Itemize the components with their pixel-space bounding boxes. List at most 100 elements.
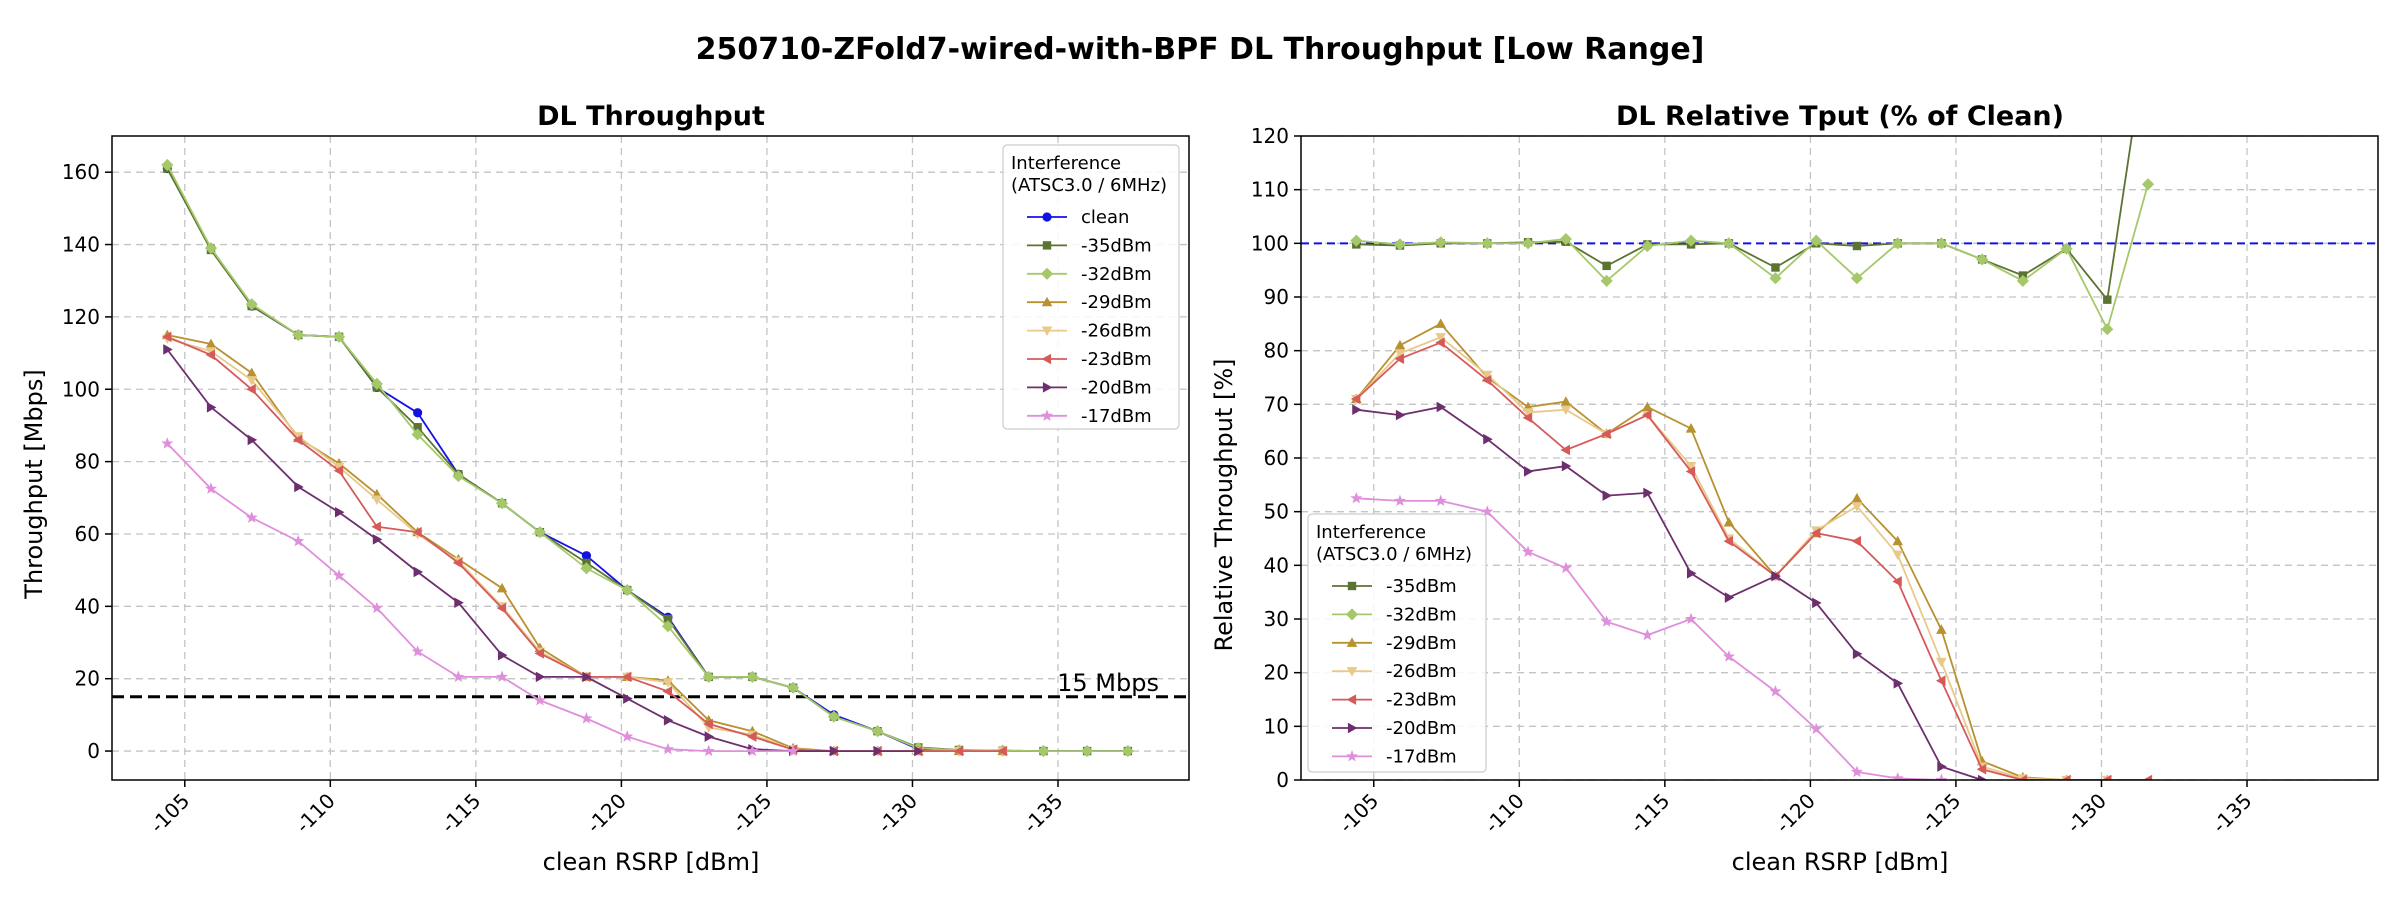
right-point-29dbm [1642,401,1653,412]
left-point-23dbm [412,526,422,538]
right-series-group [1350,136,2155,780]
right-point-23dbm [1350,393,1361,405]
right-legend-swatch-marker [1346,694,1357,705]
right-point-32dbm [1600,274,1613,287]
left-point-32dbm [533,526,546,539]
left-series-group [161,158,1134,758]
left-point-23dbm [953,745,964,757]
right-y-tick-label: 120 [1251,124,1289,148]
left-point-20dbm [454,597,464,608]
left-point-23dbm [246,383,256,395]
right-point-23dbm [1810,527,1821,539]
right-point-17dbm [1685,612,1698,625]
left-chart-title: DL Throughput [537,101,765,132]
left-point-32dbm [1037,744,1050,758]
right-point-32dbm [1559,232,1572,246]
left-y-tick-label: 60 [75,522,100,546]
left-point-20dbm [413,566,424,578]
right-legend-label: -20dBm [1386,718,1457,739]
right-point-32dbm [2141,178,2155,191]
right-point-26dbm [1851,502,1863,512]
right-point-17dbm [1641,628,1654,641]
right-point-17dbm [1850,765,1863,778]
right-point-26dbm [1560,405,1572,416]
right-point-32dbm [1976,253,1989,266]
right-point-20dbm [1852,648,1863,660]
right-chart-relative-tput: DL Relative Tput (% of Clean) clean RSRP… [1210,101,2379,876]
right-series-line-20dbm [1356,406,1983,780]
right-point-20dbm [1352,404,1362,415]
left-legend-swatch-marker [1040,409,1054,421]
left-point-20dbm [247,434,258,446]
right-point-35dbm [1852,241,1862,251]
right-y-tick-label: 110 [1251,178,1289,202]
right-point-29dbm [1723,516,1735,527]
right-y-tick-label: 80 [1264,339,1289,363]
right-point-23dbm [1394,353,1405,364]
right-point-20dbm [1602,490,1613,501]
right-point-32dbm [1641,239,1654,253]
right-legend-label: -32dBm [1386,604,1457,625]
left-point-32dbm [702,670,715,683]
left-threshold-label: 15 Mbps [1057,669,1159,697]
right-legend-swatch-marker [1346,637,1358,647]
right-legend-item-17dbm: -17dBm [1332,746,1457,767]
right-point-35dbm [1771,263,1780,272]
right-point-26dbm [1435,333,1446,343]
right-point-23dbm [1601,428,1611,440]
left-legend-item-35dbm: -35dBm [1027,235,1152,256]
right-point-26dbm [1936,657,1947,668]
left-point-32dbm [827,710,840,723]
left-point-17dbm [580,712,593,724]
right-point-20dbm [1523,466,1534,477]
left-point-20dbm [873,745,883,757]
right-point-20dbm [1483,433,1493,445]
right-point-20dbm [1436,401,1447,413]
right-point-17dbm [1769,685,1782,697]
right-y-axis-label: Relative Throughput [%] [1210,359,1238,652]
left-point-17dbm [787,744,800,757]
left-point-32dbm [871,725,884,738]
right-legend: Interference(ATSC3.0 / 6MHz) -35dBm -32dBm… [1307,513,1487,773]
left-point-32dbm [204,242,218,255]
right-point-35dbm [2103,295,2112,304]
left-point-20dbm [372,534,383,545]
right-series-line-32dbm [1356,184,2149,332]
right-point-23dbm [1435,337,1445,348]
right-point-32dbm [2101,323,2114,336]
right-point-32dbm [1521,237,1535,250]
left-point-17dbm [452,670,465,683]
right-y-tick-label: 90 [1264,285,1289,309]
right-y-tick-label: 0 [1276,768,1289,792]
left-legend-swatch-marker [1041,326,1053,337]
left-point-32dbm [292,328,305,342]
left-point-20dbm [829,745,840,757]
left-point-20dbm [582,671,592,683]
right-legend-swatch-marker [1345,750,1359,762]
right-point-20dbm [1812,597,1822,609]
left-point-32dbm [787,681,800,694]
right-legend-item-20dbm: -20dBm [1332,718,1457,739]
right-point-23dbm [1481,374,1492,386]
right-point-26dbm [1685,461,1697,472]
left-point-26dbm [246,376,257,386]
left-legend-item-17dbm: -17dBm [1027,406,1152,427]
right-legend-subtitle: (ATSC3.0 / 6MHz) [1316,544,1472,565]
left-point-23dbm [703,718,713,730]
left-y-tick-label: 100 [62,377,100,401]
left-point-17dbm [621,730,634,742]
right-legend-item-32dbm: -32dBm [1332,604,1457,625]
left-chart-dl-throughput: DL Throughput clean RSRP [dBm] Throughpu… [20,101,1190,876]
right-point-29dbm [1892,535,1903,546]
left-point-20dbm [206,402,217,413]
left-legend-item-26dbm: -26dBm [1027,321,1152,342]
left-y-tick-label: 40 [75,594,100,618]
right-point-17dbm [1891,772,1904,780]
right-point-17dbm [1810,722,1823,735]
left-point-clean [581,551,592,561]
left-legend-label: -32dBm [1081,264,1152,285]
right-point-20dbm [1643,487,1653,499]
left-legend-label: -26dBm [1081,321,1152,342]
